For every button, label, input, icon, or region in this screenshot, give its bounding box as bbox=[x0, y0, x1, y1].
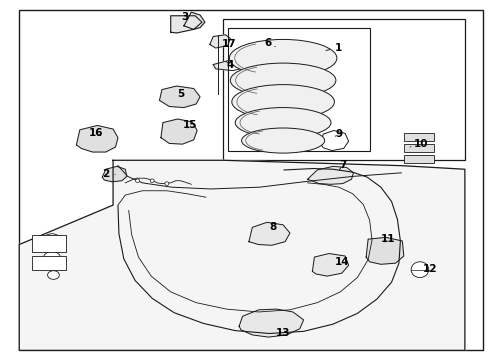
Ellipse shape bbox=[230, 63, 336, 98]
Text: 9: 9 bbox=[335, 129, 343, 139]
Polygon shape bbox=[213, 59, 243, 71]
Text: 15: 15 bbox=[183, 121, 197, 130]
Bar bbox=[32, 256, 66, 270]
Ellipse shape bbox=[242, 128, 325, 153]
Text: 4: 4 bbox=[226, 60, 234, 70]
Bar bbox=[32, 234, 66, 252]
Polygon shape bbox=[159, 86, 200, 108]
Text: 8: 8 bbox=[270, 222, 277, 231]
Text: 17: 17 bbox=[222, 39, 237, 49]
Bar bbox=[228, 28, 369, 151]
Polygon shape bbox=[171, 16, 202, 33]
Text: 2: 2 bbox=[102, 168, 115, 179]
Ellipse shape bbox=[48, 271, 59, 279]
Ellipse shape bbox=[229, 40, 337, 77]
Polygon shape bbox=[102, 166, 127, 182]
Ellipse shape bbox=[43, 252, 61, 265]
Ellipse shape bbox=[165, 182, 169, 185]
Text: 6: 6 bbox=[265, 38, 275, 48]
Polygon shape bbox=[19, 160, 465, 350]
Polygon shape bbox=[76, 126, 118, 152]
Text: 5: 5 bbox=[177, 89, 184, 99]
Polygon shape bbox=[249, 222, 290, 245]
Ellipse shape bbox=[235, 108, 331, 138]
Text: 13: 13 bbox=[276, 328, 291, 338]
Text: 3: 3 bbox=[182, 12, 189, 22]
Polygon shape bbox=[210, 35, 230, 48]
Ellipse shape bbox=[136, 179, 140, 183]
Text: 11: 11 bbox=[380, 234, 395, 244]
Text: 1: 1 bbox=[326, 43, 343, 53]
Bar bbox=[404, 134, 434, 141]
Text: 10: 10 bbox=[410, 139, 428, 149]
Polygon shape bbox=[313, 253, 348, 276]
Ellipse shape bbox=[150, 179, 154, 183]
Ellipse shape bbox=[411, 262, 429, 278]
Text: 12: 12 bbox=[422, 264, 437, 274]
Bar bbox=[404, 155, 434, 163]
Bar bbox=[223, 19, 465, 160]
Polygon shape bbox=[239, 309, 304, 337]
Polygon shape bbox=[308, 166, 353, 184]
Ellipse shape bbox=[43, 234, 61, 247]
Text: 7: 7 bbox=[339, 160, 346, 170]
Bar bbox=[404, 144, 434, 152]
Polygon shape bbox=[321, 131, 348, 150]
Polygon shape bbox=[184, 12, 205, 30]
Polygon shape bbox=[366, 237, 404, 264]
Ellipse shape bbox=[232, 85, 334, 119]
Text: 14: 14 bbox=[335, 257, 349, 267]
Polygon shape bbox=[161, 119, 197, 144]
Text: 16: 16 bbox=[89, 129, 103, 138]
